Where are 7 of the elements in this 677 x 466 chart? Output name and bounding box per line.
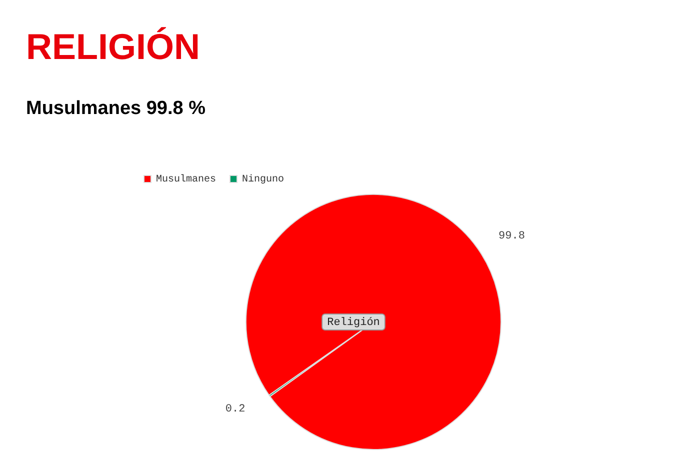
legend-label: Musulmanes: [156, 174, 216, 186]
legend-label: Ninguno: [242, 174, 284, 186]
chart-title: RELIGIÓN: [26, 26, 200, 68]
data-label: 99.8: [498, 230, 525, 242]
chart-subtitle: Musulmanes 99.8 %: [26, 98, 206, 120]
text: Religión: [327, 316, 380, 329]
data-label: 0.2: [225, 403, 246, 416]
